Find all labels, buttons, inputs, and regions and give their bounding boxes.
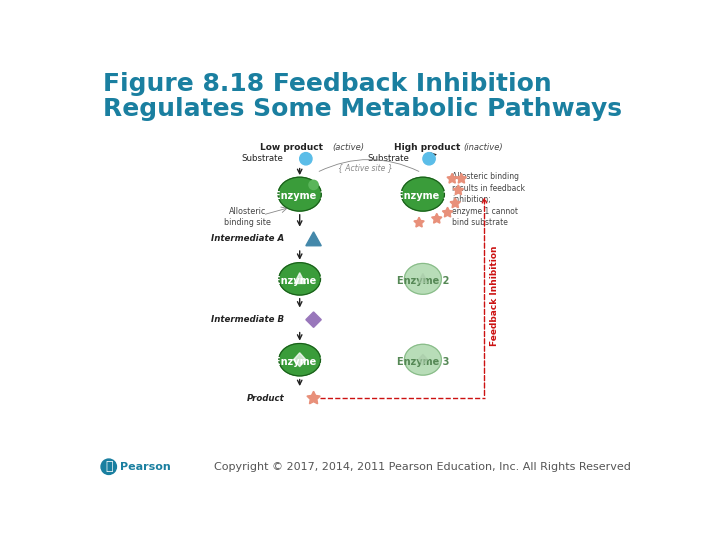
Text: Enzyme 2: Enzyme 2 (397, 276, 449, 286)
Text: Copyright © 2017, 2014, 2011 Pearson Education, Inc. All Rights Reserved: Copyright © 2017, 2014, 2011 Pearson Edu… (215, 462, 631, 472)
Text: Regulates Some Metabolic Pathways: Regulates Some Metabolic Pathways (102, 97, 621, 121)
Polygon shape (453, 185, 464, 195)
Text: Enzyme 1: Enzyme 1 (397, 192, 449, 201)
Ellipse shape (405, 264, 441, 294)
Text: { Active site }: { Active site } (338, 163, 392, 172)
Text: Ⓟ: Ⓟ (105, 460, 112, 473)
Text: Pearson: Pearson (120, 462, 170, 472)
Polygon shape (450, 198, 460, 208)
Ellipse shape (278, 177, 321, 211)
Polygon shape (442, 207, 453, 217)
Text: High product: High product (394, 144, 460, 152)
Text: Figure 8.18 Feedback Inhibition: Figure 8.18 Feedback Inhibition (102, 72, 552, 97)
Circle shape (423, 153, 435, 165)
Text: Feedback Inhibition: Feedback Inhibition (490, 246, 499, 347)
Polygon shape (294, 353, 306, 367)
Text: Product: Product (246, 394, 284, 403)
Text: Intermediate A: Intermediate A (211, 234, 284, 244)
Text: Enzyme 3: Enzyme 3 (397, 357, 449, 367)
Text: (active): (active) (332, 144, 364, 152)
Text: Substrate: Substrate (367, 154, 409, 163)
Polygon shape (431, 213, 442, 223)
Text: Allosteric binding
results in feedback
inhibition;
enzyme 1 cannot
bind substrat: Allosteric binding results in feedback i… (452, 172, 525, 227)
Polygon shape (307, 392, 320, 404)
Text: (inactive): (inactive) (463, 144, 503, 152)
Polygon shape (456, 173, 467, 183)
Polygon shape (418, 354, 428, 365)
Polygon shape (306, 232, 321, 246)
Polygon shape (306, 312, 321, 327)
Text: Enzyme 3: Enzyme 3 (274, 357, 326, 367)
Circle shape (101, 459, 117, 475)
Ellipse shape (279, 262, 320, 295)
Polygon shape (294, 273, 305, 284)
Text: Enzyme 1: Enzyme 1 (274, 192, 326, 201)
Text: Allosteric
binding site: Allosteric binding site (224, 207, 271, 227)
Text: Intermediate B: Intermediate B (211, 315, 284, 324)
Ellipse shape (279, 343, 320, 376)
Polygon shape (414, 217, 424, 227)
Text: Low product: Low product (261, 144, 323, 152)
Polygon shape (447, 173, 457, 183)
Ellipse shape (405, 345, 441, 375)
Circle shape (309, 180, 318, 190)
Polygon shape (418, 273, 428, 283)
Ellipse shape (401, 177, 444, 211)
Text: Substrate: Substrate (241, 154, 283, 163)
Text: Enzyme 2: Enzyme 2 (274, 276, 326, 286)
Circle shape (300, 153, 312, 165)
